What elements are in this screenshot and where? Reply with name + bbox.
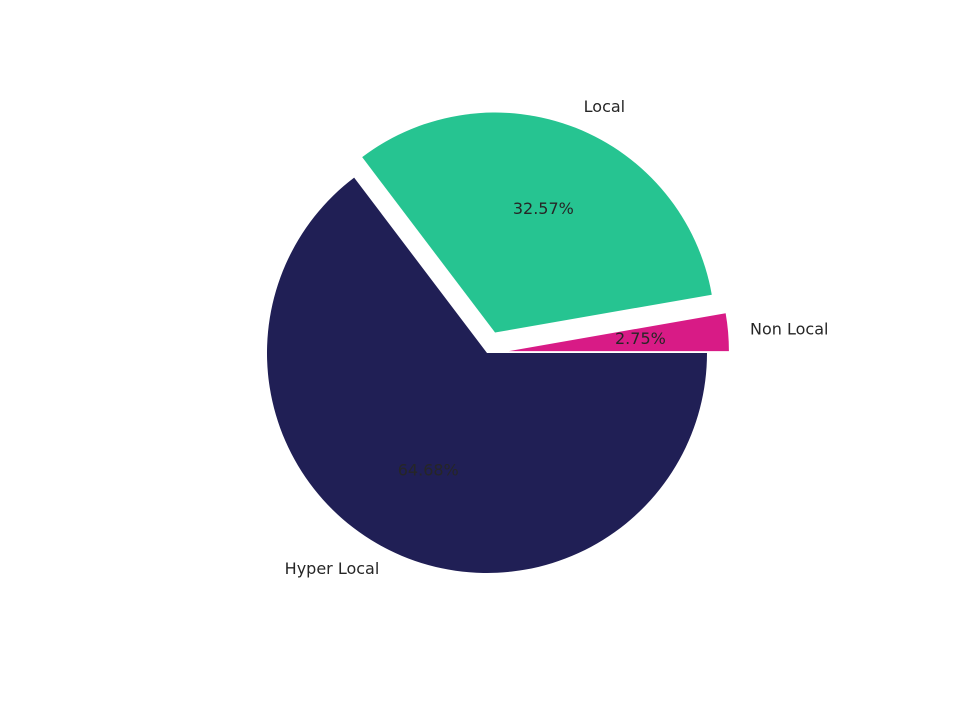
slice-pct-local: 32.57% <box>513 199 574 218</box>
slice-pct-non-local: 2.75% <box>615 329 666 348</box>
pie-slices <box>266 112 729 574</box>
pie-slice-local <box>362 112 712 333</box>
slice-label-non-local: Non Local <box>750 320 828 339</box>
slice-label-local: Local <box>584 97 625 116</box>
slice-pct-hyper-local: 64.68% <box>398 461 459 480</box>
slice-label-hyper-local: Hyper Local <box>285 559 380 578</box>
pie-slice-non-local <box>508 313 729 352</box>
pie-labels: Hyper Local 64.68% Local 32.57% Non Local 2.7… <box>285 97 829 578</box>
pie-slice-hyper-local <box>266 177 707 574</box>
